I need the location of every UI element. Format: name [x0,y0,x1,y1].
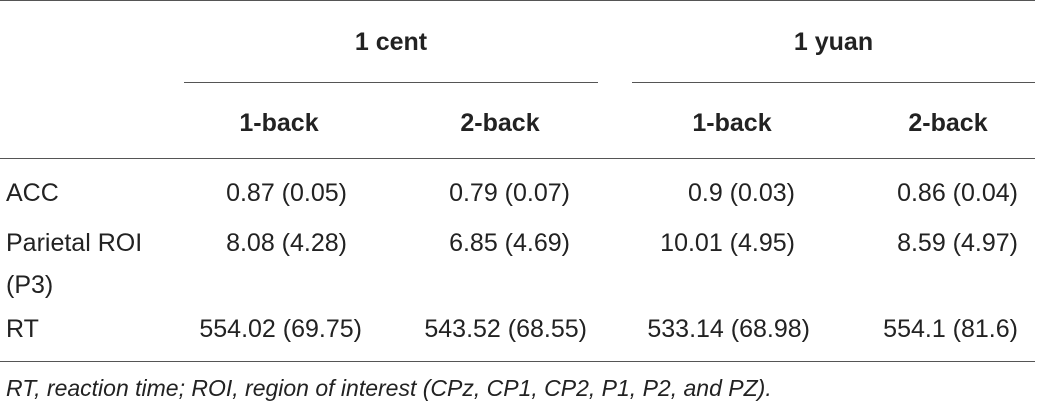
cell-rt-cent-2back: 543.52 (68.55) [424,315,587,343]
row-label-rt: RT [6,315,39,343]
bottom-rule [0,361,1035,362]
row-label-parietal-roi-p3: (P3) [6,271,54,299]
cell-roi-cent-2back: 6.85 (4.69) [449,229,570,257]
cell-roi-yuan-2back: 8.59 (4.97) [897,229,1018,257]
cell-acc-cent-2back: 0.79 (0.07) [449,179,570,207]
top-rule [0,0,1035,1]
cell-rt-yuan-2back: 554.1 (81.6) [883,315,1018,343]
row-label-acc: ACC [6,179,59,207]
table-footnote: RT, reaction time; ROI, region of intere… [6,375,772,401]
header-rule [0,158,1035,159]
row-label-parietal-roi: Parietal ROI [6,229,143,257]
cell-rt-cent-1back: 554.02 (69.75) [199,315,362,343]
cell-acc-yuan-2back: 0.86 (0.04) [897,179,1018,207]
subheader-cent-2-back: 2-back [460,109,540,137]
group-rule-1-yuan [632,82,1035,83]
group-header-1-cent: 1 cent [354,28,428,56]
cell-acc-cent-1back: 0.87 (0.05) [226,179,347,207]
cell-acc-yuan-1back: 0.9 (0.03) [687,179,795,207]
subheader-yuan-2-back: 2-back [908,109,988,137]
cell-roi-yuan-1back: 10.01 (4.95) [660,229,795,257]
group-header-1-yuan: 1 yuan [793,28,874,56]
subheader-yuan-1-back: 1-back [692,109,772,137]
group-rule-1-cent [184,82,598,83]
cell-roi-cent-1back: 8.08 (4.28) [226,229,347,257]
cell-rt-yuan-1back: 533.14 (68.98) [647,315,810,343]
subheader-cent-1-back: 1-back [239,109,319,137]
